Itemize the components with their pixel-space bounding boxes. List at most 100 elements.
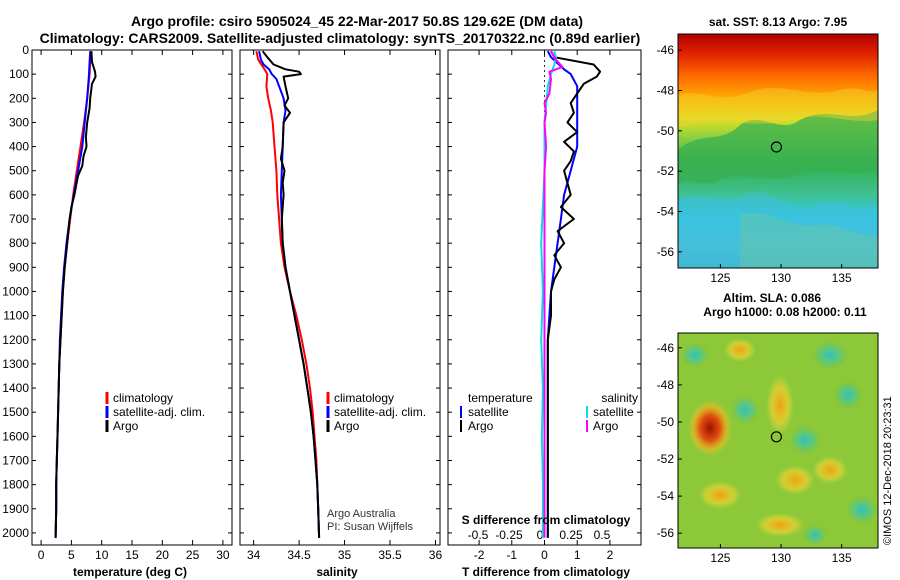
- t-difference-axis-label: T difference from climatology: [462, 565, 630, 579]
- depth-tick-label: 1000: [2, 284, 29, 298]
- legend-label-s-satellite: satellite: [593, 405, 634, 419]
- depth-tick-label: 800: [9, 236, 29, 250]
- x-tick-label: 35: [338, 548, 352, 562]
- s-difference-axis-label: S difference from climatology: [462, 513, 631, 527]
- salinity-series: [255, 50, 321, 538]
- sla-map-frame: [677, 332, 879, 549]
- temperature-legend: climatology satellite-adj. clim. Argo: [105, 391, 205, 433]
- x-tick-label: 10: [95, 548, 109, 562]
- s-diff-tick-label: 0.25: [559, 528, 583, 542]
- s-diff-tick-label: 0.5: [594, 528, 611, 542]
- argo-location-marker: [770, 431, 783, 443]
- sla-map-title-line2: Argo h1000: 0.08 h2000: 0.11: [703, 305, 867, 319]
- depth-tick-label: 1400: [2, 381, 29, 395]
- figure-title-line2: Climatology: CARS2009. Satellite-adjuste…: [40, 30, 641, 46]
- map-y-tick-label: -52: [657, 164, 675, 178]
- credit-argo-australia: Argo Australia: [327, 508, 396, 520]
- legend-label-argo: Argo: [113, 419, 139, 433]
- depth-tick-label: 1100: [3, 309, 29, 323]
- salinity-legend: climatology satellite-adj. clim. Argo Ar…: [326, 391, 426, 533]
- x-tick-label: 15: [125, 548, 139, 562]
- series-argo: [54, 51, 97, 538]
- map-y-tick-label: -50: [657, 124, 675, 138]
- map-y-tick-label: -54: [657, 205, 675, 219]
- map-x-tick-label: 130: [771, 271, 791, 285]
- x-tick-label: 25: [186, 548, 200, 562]
- map-x-tick-label: 125: [710, 271, 730, 285]
- legend-label-climatology: climatology: [113, 391, 173, 405]
- depth-tick-label: 2000: [2, 526, 29, 540]
- x-tick-label: 35.5: [378, 548, 402, 562]
- depth-tick-label: 500: [9, 164, 29, 178]
- salinity-axis-label: salinity: [316, 565, 358, 579]
- map-x-tick-label: 125: [710, 551, 730, 565]
- sla-map-title-line1: Altim. SLA: 0.086: [723, 291, 821, 305]
- sst-map-axes: 125 130 135 -46 -48 -50 -52 -54 -56: [657, 43, 852, 285]
- map-y-tick-label: -48: [657, 83, 675, 97]
- map-y-tick-label: -50: [657, 415, 675, 429]
- x-tick-label: 0: [541, 548, 548, 562]
- legend-label-t-argo: Argo: [468, 419, 494, 433]
- map-y-tick-label: -46: [657, 43, 675, 57]
- x-tick-label: 2: [607, 548, 614, 562]
- legend-title-temperature: temperature: [468, 391, 533, 405]
- map-y-tick-label: -56: [657, 526, 675, 540]
- legend-label-argo: Argo: [334, 419, 360, 433]
- temperature-series: [54, 51, 97, 538]
- x-tick-label: 0: [38, 548, 45, 562]
- depth-axis: 0 100 200 300 400 500 600 700 800 900 1000 1100 1200…: [2, 43, 641, 540]
- series-temperature-argo: [546, 50, 602, 538]
- figure-title-line1: Argo profile: csiro 5905024_45 22-Mar-20…: [131, 13, 583, 29]
- difference-legend: temperature satellite Argo salinity sate…: [460, 391, 638, 527]
- depth-tick-label: 600: [9, 188, 29, 202]
- depth-tick-label: 400: [9, 140, 29, 154]
- depth-tick-label: 100: [9, 67, 29, 81]
- temperature-axis-label: temperature (deg C): [73, 565, 187, 579]
- x-tick-label: 36: [429, 548, 443, 562]
- depth-tick-label: 900: [9, 260, 29, 274]
- depth-tick-label: 300: [9, 115, 29, 129]
- map-y-tick-label: -48: [657, 378, 675, 392]
- depth-tick-label: 200: [9, 91, 29, 105]
- argo-location-marker: [770, 141, 783, 153]
- depth-tick-label: 700: [9, 212, 29, 226]
- x-tick-label: 1: [574, 548, 581, 562]
- series-argo: [261, 50, 321, 538]
- x-tick-label: -2: [474, 548, 485, 562]
- temperature-x-axis: 0 5 10 15 20 25 30: [38, 50, 230, 562]
- imos-credit: ©IMOS 12-Dec-2018 20:23:31: [882, 396, 894, 545]
- depth-tick-label: 1700: [2, 453, 29, 467]
- depth-tick-label: 0: [22, 43, 29, 57]
- map-x-tick-label: 135: [832, 551, 852, 565]
- sst-map-frame: [677, 33, 879, 269]
- map-y-tick-label: -46: [657, 341, 675, 355]
- x-tick-label: 5: [68, 548, 75, 562]
- sst-map-title: sat. SST: 8.13 Argo: 7.95: [709, 15, 848, 29]
- depth-tick-label: 1600: [2, 429, 29, 443]
- legend-title-salinity: salinity: [601, 391, 638, 405]
- sst-map: [678, 34, 878, 268]
- depth-tick-label: 1800: [2, 478, 29, 492]
- depth-tick-label: 1500: [2, 405, 29, 419]
- x-tick-label: 34: [247, 548, 261, 562]
- s-diff-tick-label: -0.5: [468, 528, 489, 542]
- s-diff-tick-label: -0.25: [495, 528, 523, 542]
- legend-label-climatology: climatology: [334, 391, 394, 405]
- difference-series: [540, 50, 602, 538]
- salinity-panel-frame: [239, 49, 441, 546]
- series-salinity-argo: [543, 50, 564, 538]
- map-x-tick-label: 130: [771, 551, 791, 565]
- map-y-tick-label: -52: [657, 452, 675, 466]
- credit-pi: PI: Susan Wijffels: [327, 521, 413, 533]
- legend-label-satellite: satellite-adj. clim.: [113, 405, 205, 419]
- series-salinity-satellite: [540, 50, 557, 538]
- x-tick-label: -1: [506, 548, 517, 562]
- map-x-tick-label: 135: [832, 271, 852, 285]
- s-diff-tick-label: 0: [537, 528, 544, 542]
- sla-map-axes: 125 130 135 -46 -48 -50 -52 -54 -56: [657, 341, 852, 565]
- map-y-tick-label: -54: [657, 489, 675, 503]
- map-y-tick-label: -56: [657, 245, 675, 259]
- temperature-panel-frame: [31, 49, 233, 546]
- salinity-x-axis: 34 34.5 35 35.5 36: [247, 50, 442, 562]
